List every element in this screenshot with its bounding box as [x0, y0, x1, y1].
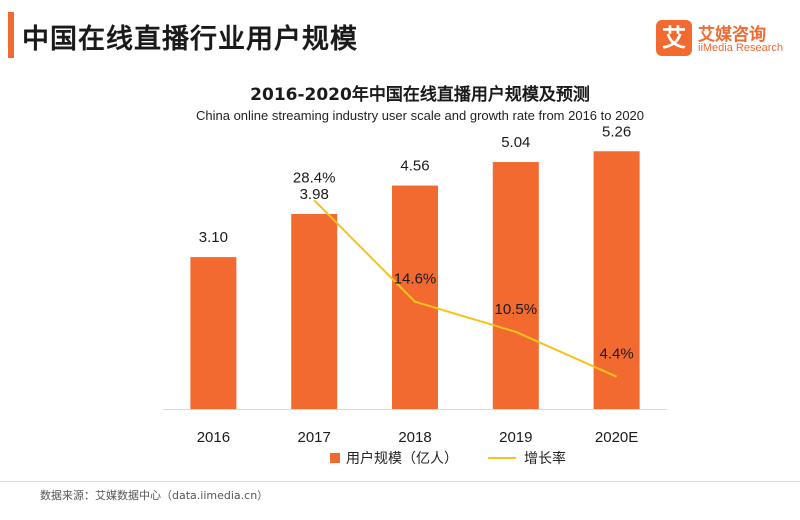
x-tick-label: 2019	[499, 429, 532, 446]
x-tick-label: 2018	[398, 429, 431, 446]
chart-legend: 用户规模（亿人） 增长率	[330, 448, 566, 468]
growth-rate-label: 14.6%	[394, 271, 437, 288]
growth-rate-label: 10.5%	[495, 301, 538, 318]
bar-value-label: 5.26	[602, 123, 631, 140]
bar-value-label: 3.98	[300, 186, 329, 203]
x-tick-label: 2020E	[595, 429, 638, 446]
combo-chart: 3.10 2016 3.98 2017 4.56 2018 5.04 2019 5.26 2020…	[163, 123, 667, 446]
title-accent-bar	[8, 12, 14, 58]
growth-rate-line	[313, 199, 618, 378]
data-source: 数据来源：艾媒数据中心（data.iimedia.cn）	[40, 489, 269, 502]
bar-2016	[190, 257, 237, 409]
footer-divider	[0, 481, 800, 482]
bar-value-label: 5.04	[501, 134, 530, 151]
logo-mark: 艾	[656, 20, 692, 56]
legend-line-swatch	[488, 457, 516, 459]
logo-name-en: iiMedia Research	[698, 42, 783, 54]
bar-value-label: 4.56	[400, 158, 429, 175]
logo-name-cn: 艾媒咨询	[698, 25, 766, 45]
bar-2019	[492, 162, 539, 409]
bar-2020E	[593, 151, 640, 409]
legend-bar-swatch	[330, 453, 340, 463]
chart-title: 2016-2020年中国在线直播用户规模及预测	[250, 85, 590, 105]
bar-value-label: 3.10	[199, 229, 228, 246]
brand-logo: 艾 艾媒咨询 iiMedia Research	[656, 20, 796, 64]
chart-subtitle: China online streaming industry user sca…	[195, 108, 645, 123]
growth-rate-label: 4.4%	[599, 346, 633, 363]
page-title: 中国在线直播行业用户规模	[22, 24, 358, 55]
growth-rate-label: 28.4%	[293, 169, 336, 186]
x-tick-label: 2016	[197, 429, 230, 446]
legend-bar-label: 用户规模（亿人）	[346, 451, 458, 467]
bar-2018	[392, 185, 438, 409]
bar-2017	[291, 213, 338, 409]
legend-line-label: 增长率	[524, 451, 566, 467]
x-tick-label: 2017	[298, 429, 331, 446]
